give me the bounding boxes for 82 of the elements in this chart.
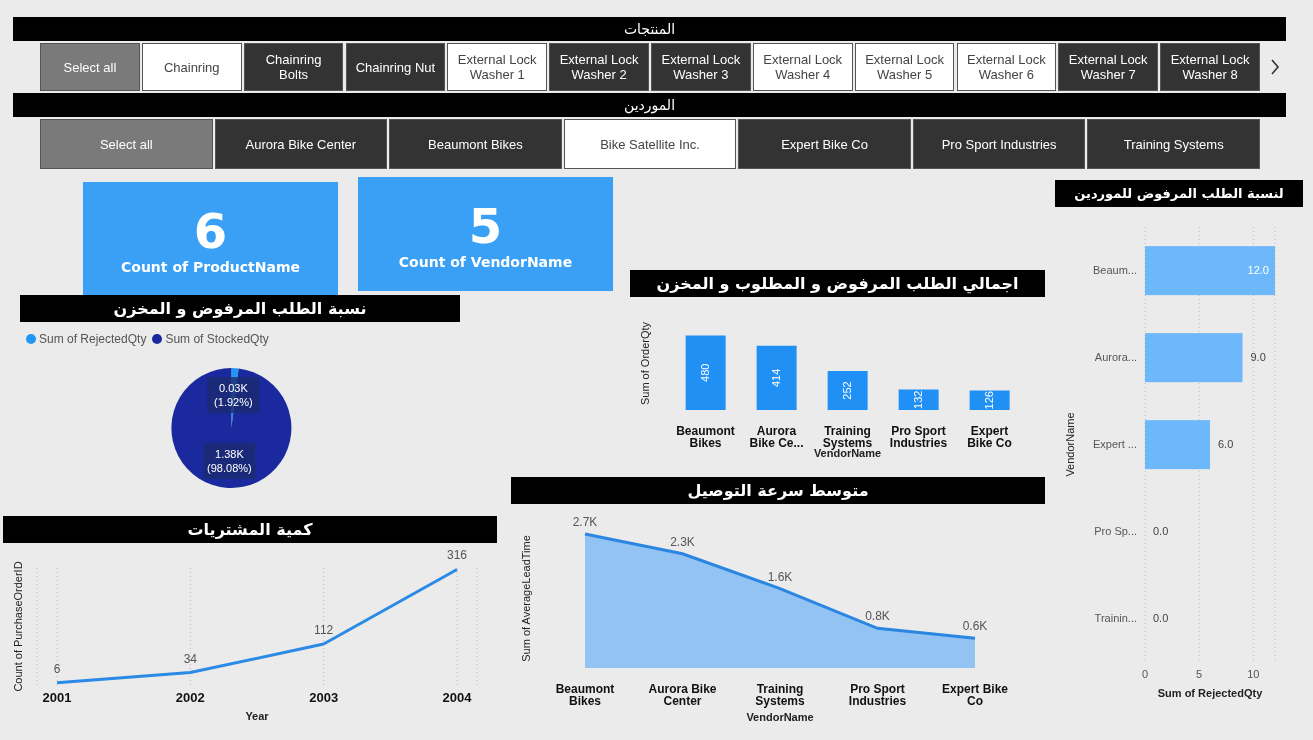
data-label: 132 [911, 390, 924, 409]
data-label: 34 [183, 651, 198, 666]
data-label: 0.0 [1153, 524, 1169, 537]
y-axis-title: VendorName [1063, 412, 1076, 477]
x-tick-label: Pro Sport Industries [848, 681, 907, 708]
data-label: 112 [314, 623, 334, 638]
text: Select all [40, 43, 140, 91]
y-tick-label: Expert ... [1092, 438, 1137, 451]
text: المنتجات [13, 17, 1286, 41]
text: Chainring Nut [345, 43, 446, 91]
y-axis-title: Count of PurchaseOrderID [11, 561, 24, 692]
x-tick-label: 2003 [309, 690, 339, 706]
data-label: 126 [982, 391, 995, 410]
text: Aurora Bike Center [214, 119, 388, 169]
data-label: 316 [446, 548, 468, 563]
data-label: 0.03K (1.92%) [214, 382, 253, 409]
text: External Lock Washer 2 [549, 43, 649, 91]
x-tick-label: Pro Sport Industries [889, 423, 948, 450]
text: Chainring Bolts [243, 43, 344, 91]
data-label: 6 [53, 661, 61, 676]
x-tick-label: 2002 [175, 690, 205, 706]
x-tick-label: Beaumont Bikes [676, 423, 735, 450]
text: External Lock Washer 6 [956, 43, 1057, 91]
y-tick-label: Aurora... [1094, 351, 1137, 364]
data-label: 6.0 [1218, 437, 1234, 450]
x-axis-title: Year [245, 710, 270, 722]
x-tick-label: Expert Bike Co [941, 681, 1009, 708]
text: Count of VendorName [398, 254, 573, 270]
x-tick-label: Aurora Bike Center [648, 681, 717, 708]
y-tick-label: Trainin... [1094, 612, 1137, 625]
text: Count of ProductName [121, 258, 300, 275]
chart-title: لنسبة الطلب المرفوض للموردين [1055, 180, 1303, 207]
x-tick-label: Beaumont Bikes [555, 681, 615, 708]
data-label: 0.8K [865, 609, 890, 624]
legend-label: Sum of RejectedQty [38, 332, 147, 346]
text: 6 [193, 202, 228, 259]
text: Training Systems [1087, 119, 1260, 169]
chart-title: نسبة الطلب المرفوض و المخزن [20, 295, 460, 322]
x-tick-label: Expert Bike Co [967, 423, 1012, 450]
y-tick-label: Beaum... [1092, 264, 1137, 277]
data-label: 414 [769, 368, 782, 388]
x-tick-label: 2001 [42, 690, 72, 706]
text: Expert Bike Co [738, 119, 911, 169]
text: External Lock Washer 1 [447, 43, 548, 91]
data-label: 2.3K [670, 534, 695, 549]
y-axis-title: Sum of OrderQty [638, 321, 651, 406]
data-label: 0.0 [1153, 611, 1169, 624]
data-label: 9.0 [1250, 350, 1266, 363]
x-tick-label: 2004 [442, 690, 473, 706]
y-tick-label: Pro Sp... [1094, 525, 1137, 538]
text: Beaumont Bikes [389, 119, 562, 169]
text: 5 [468, 198, 503, 254]
x-tick-label: 0 [1141, 667, 1149, 680]
text: External Lock Washer 4 [752, 43, 853, 91]
data-label: 12.0 [1247, 263, 1269, 276]
x-tick-label: Training Systems [822, 423, 873, 450]
text: Select all [40, 119, 213, 169]
text: Bike Satellite Inc. [563, 119, 737, 169]
text: Pro Sport Industries [912, 119, 1086, 169]
chart-title: كمية المشتريات [3, 516, 497, 543]
x-tick-label: Training Systems [755, 681, 805, 708]
data-label: 1.6K [767, 569, 793, 584]
data-label: 252 [840, 381, 853, 400]
x-tick-label: 10 [1247, 667, 1260, 680]
text: External Lock Washer 7 [1058, 43, 1159, 91]
x-axis-title: VendorName [746, 711, 814, 723]
text: External Lock Washer 3 [651, 43, 751, 91]
x-axis-title: Sum of RejectedQty [1157, 687, 1264, 699]
text: External Lock Washer 8 [1160, 43, 1260, 91]
data-label: 2.7K [572, 514, 598, 529]
chart-title: متوسط سرعة التوصيل [511, 477, 1045, 504]
text: Chainring [141, 43, 242, 91]
data-label: 1.38K (98.08%) [207, 447, 252, 474]
y-axis-title: Sum of AverageLeadTime [519, 535, 532, 662]
text: External Lock Washer 5 [854, 43, 955, 91]
chart-title: اجمالي الطلب المرفوض و المطلوب و المخزن [630, 270, 1045, 297]
text: الموردين [13, 93, 1286, 117]
x-tick-label: 5 [1196, 667, 1203, 680]
data-label: 0.6K [962, 619, 988, 634]
data-label: 480 [698, 363, 711, 382]
legend-label: Sum of StockedQty [164, 332, 269, 346]
x-tick-label: Aurora Bike Ce... [749, 423, 804, 450]
